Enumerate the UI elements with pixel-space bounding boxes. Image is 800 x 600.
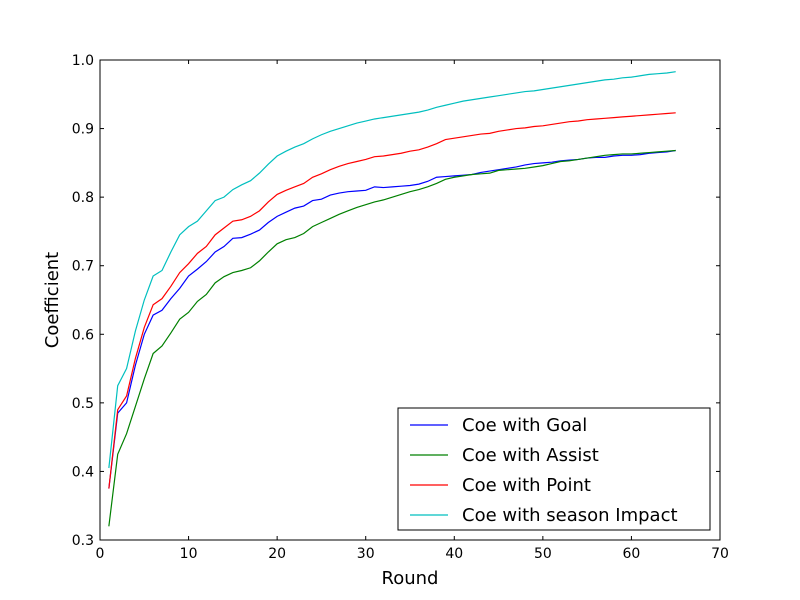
plot-frame <box>99 59 721 541</box>
ticks-layer: 0 10 20 30 40 50 60 70 0.3 0.4 0.5 0.6 0.7 0.8 0.9 1.0 <box>72 53 729 562</box>
legend-entry-label: Coe with Point <box>462 475 591 496</box>
x-tick-label: 60 <box>623 546 641 562</box>
series-line <box>108 71 676 469</box>
series-line <box>108 112 676 489</box>
legend-frame <box>397 407 711 531</box>
x-tick-label: 10 <box>180 546 198 562</box>
x-axis-title: Round <box>382 568 439 589</box>
y-tick-label: 0.5 <box>72 396 94 412</box>
y-tick-label: 1.0 <box>72 53 94 69</box>
y-tick-label: 0.4 <box>72 464 94 480</box>
y-tick-label: 0.6 <box>72 327 94 343</box>
legend-entry-label: Coe with Goal <box>462 415 587 436</box>
legend: Coe with Goal Coe with Assist Coe with Poi… <box>397 407 711 531</box>
x-tick-label: 0 <box>96 546 105 562</box>
x-tick-label: 20 <box>268 546 286 562</box>
series-line <box>108 149 676 527</box>
x-tick-label: 50 <box>534 546 552 562</box>
y-tick-label: 0.9 <box>72 122 94 138</box>
x-tick-label: 70 <box>711 546 729 562</box>
series-layer <box>108 71 676 527</box>
x-tick-label: 30 <box>357 546 375 562</box>
y-tick-label: 0.7 <box>72 259 94 275</box>
legend-entry-label: Coe with Assist <box>462 445 599 466</box>
x-tick-label: 40 <box>445 546 463 562</box>
y-tick-label: 0.8 <box>72 190 94 206</box>
y-axis-title: Coefficient <box>42 252 63 349</box>
legend-entry-label: Coe with season Impact <box>462 505 678 526</box>
y-tick-label: 0.3 <box>72 533 94 549</box>
